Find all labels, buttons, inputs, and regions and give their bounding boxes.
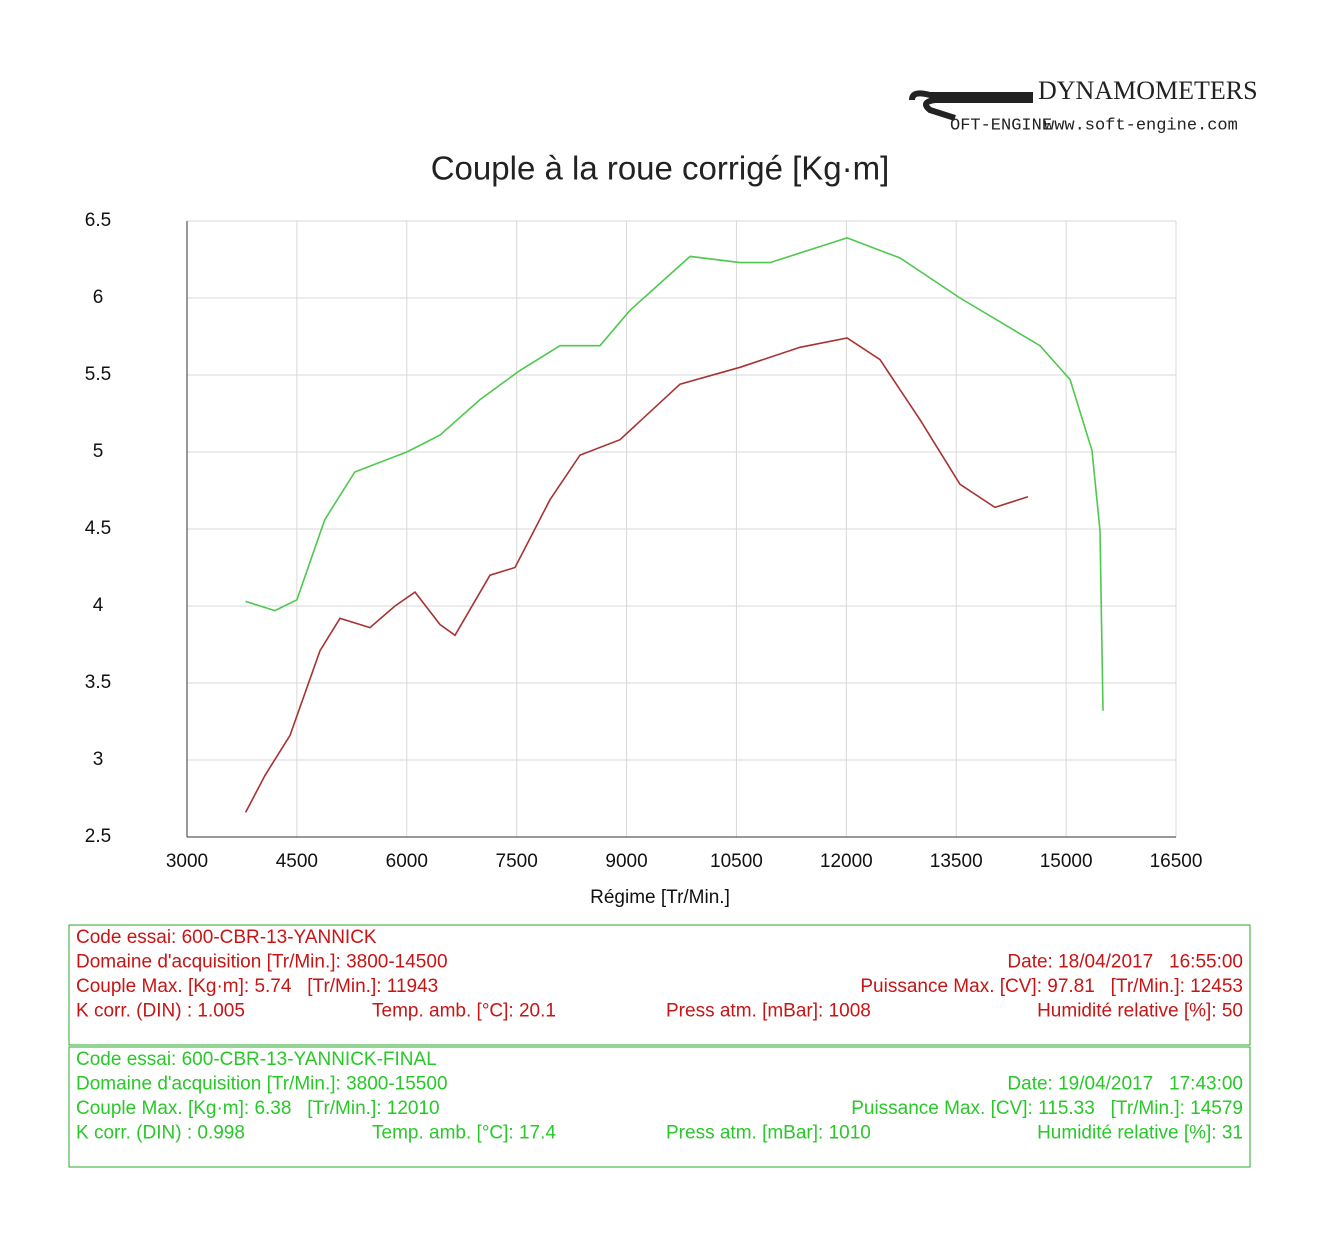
y-tick-label: 4.5 bbox=[85, 518, 111, 539]
x-tick-label: 15000 bbox=[1040, 851, 1093, 872]
info-text: K corr. (DIN) : 0.998 bbox=[76, 1123, 245, 1144]
info-text: Puissance Max. [CV]: 97.81 [Tr/Min.]: 12… bbox=[860, 976, 1243, 997]
brand-url: www.soft-engine.com bbox=[1044, 116, 1238, 135]
y-tick-label: 3.5 bbox=[85, 672, 111, 693]
info-text: Couple Max. [Kg·m]: 5.74 [Tr/Min.]: 1194… bbox=[76, 976, 438, 997]
y-tick-label: 3 bbox=[93, 749, 104, 770]
info-text: Humidité relative [%]: 50 bbox=[1037, 1001, 1243, 1022]
info-panel bbox=[68, 924, 1251, 1046]
x-tick-label: 9000 bbox=[605, 851, 647, 872]
y-tick-label: 2.5 bbox=[85, 826, 111, 847]
y-tick-label: 5.5 bbox=[85, 364, 111, 385]
info-text: K corr. (DIN) : 1.005 bbox=[76, 1001, 245, 1022]
y-tick-label: 6.5 bbox=[85, 210, 111, 231]
x-tick-label: 10500 bbox=[710, 851, 763, 872]
brand-name: DYNAMOMETERS bbox=[1038, 76, 1258, 105]
x-tick-label: 6000 bbox=[386, 851, 428, 872]
y-tick-label: 4 bbox=[93, 595, 104, 616]
info-text: Puissance Max. [CV]: 115.33 [Tr/Min.]: 1… bbox=[851, 1098, 1243, 1119]
info-text: Press atm. [mBar]: 1008 bbox=[666, 1001, 871, 1022]
info-text: Temp. amb. [°C]: 17.4 bbox=[372, 1123, 556, 1144]
info-text: Date: 18/04/2017 16:55:00 bbox=[1007, 952, 1243, 973]
x-axis-label: Régime [Tr/Min.] bbox=[590, 887, 730, 908]
info-text: Temp. amb. [°C]: 20.1 bbox=[372, 1001, 556, 1022]
info-text: Date: 19/04/2017 17:43:00 bbox=[1007, 1074, 1243, 1095]
info-text: Humidité relative [%]: 31 bbox=[1037, 1123, 1243, 1144]
chart-title: Couple à la roue corrigé [Kg·m] bbox=[431, 150, 890, 187]
info-panel bbox=[68, 1046, 1251, 1168]
series-line bbox=[245, 237, 1104, 711]
info-text: Press atm. [mBar]: 1010 bbox=[666, 1123, 871, 1144]
series-line bbox=[244, 337, 1029, 813]
x-tick-label: 4500 bbox=[276, 851, 318, 872]
brand-logo: OFT-ENGINE bbox=[950, 116, 1052, 135]
info-text: Domaine d'acquisition [Tr/Min.]: 3800-14… bbox=[76, 952, 448, 973]
x-tick-label: 3000 bbox=[166, 851, 208, 872]
logo-mark bbox=[909, 90, 1033, 121]
x-tick-label: 13500 bbox=[930, 851, 983, 872]
info-text: Code essai: 600-CBR-13-YANNICK bbox=[76, 927, 377, 948]
info-text: Domaine d'acquisition [Tr/Min.]: 3800-15… bbox=[76, 1074, 448, 1095]
x-tick-label: 7500 bbox=[496, 851, 538, 872]
y-tick-label: 5 bbox=[93, 441, 104, 462]
x-tick-label: 16500 bbox=[1150, 851, 1203, 872]
info-text: Code essai: 600-CBR-13-YANNICK-FINAL bbox=[76, 1049, 437, 1070]
info-text: Couple Max. [Kg·m]: 6.38 [Tr/Min.]: 1201… bbox=[76, 1098, 440, 1119]
x-tick-label: 12000 bbox=[820, 851, 873, 872]
y-tick-label: 6 bbox=[93, 287, 104, 308]
